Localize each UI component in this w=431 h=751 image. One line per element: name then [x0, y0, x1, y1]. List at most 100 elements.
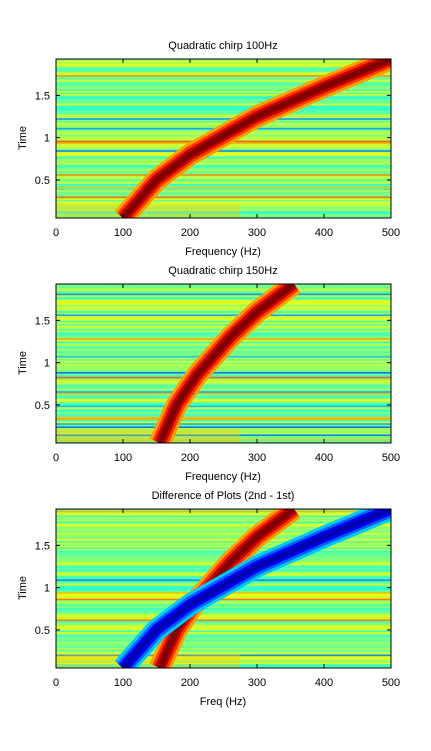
heatmap-row	[56, 179, 391, 181]
heatmap-row	[56, 81, 391, 84]
heatmap-row	[56, 646, 391, 649]
heatmap-row	[56, 195, 391, 197]
x-tick-label: 400	[315, 452, 333, 464]
y-axis-label: Time	[17, 576, 29, 600]
heatmap-row	[56, 95, 391, 98]
heatmap-row	[56, 325, 391, 328]
heatmap-row	[56, 389, 391, 392]
heatmap-row	[56, 399, 391, 402]
heatmap-row	[56, 182, 391, 185]
heatmap-row	[56, 285, 391, 288]
heatmap-row	[56, 288, 391, 291]
heatmap-row	[56, 166, 391, 169]
heatmap-row	[56, 431, 391, 434]
heatmap-row	[56, 75, 391, 77]
chart-panel-1: Quadratic chirp 100Hz 0 100 200 300 400 500 0…	[17, 40, 400, 258]
y-tick-label: 1	[44, 133, 50, 145]
x-axis: 0 100 200 300 400 500	[53, 509, 400, 689]
x-tick-label: 200	[181, 677, 199, 689]
heatmap-row	[56, 89, 391, 92]
heatmap-row	[56, 605, 391, 607]
heatmap-row	[56, 171, 391, 173]
heatmap-row	[56, 542, 391, 545]
x-tick-label: 500	[382, 227, 400, 239]
x-tick-label: 300	[248, 227, 266, 239]
heatmap-row	[56, 619, 391, 622]
chart-panel-2: Quadratic chirp 150Hz 0 100 200 300 400 500 0…	[17, 265, 400, 483]
heatmap-row	[56, 320, 391, 323]
heatmap-row	[56, 600, 391, 603]
y-tick-label: 1	[44, 583, 50, 595]
heatmap-row	[56, 534, 391, 537]
plot-frame	[55, 283, 392, 444]
heatmap-row	[56, 412, 391, 414]
heatmap-row	[56, 661, 391, 663]
heatmap-row	[56, 287, 391, 290]
heatmap-row	[56, 322, 391, 325]
x-tick-label: 400	[315, 227, 333, 239]
heatmap-row	[56, 118, 391, 121]
x-tick-label: 500	[382, 677, 400, 689]
heatmap-row	[56, 397, 391, 400]
x-axis-label: Frequency (Hz)	[185, 471, 261, 483]
heatmap-row	[56, 621, 391, 623]
y-tick-label: 1	[44, 358, 50, 370]
heatmap-row	[56, 70, 391, 73]
heatmap-row	[56, 110, 391, 113]
heatmap-row	[56, 624, 391, 627]
heatmap-row	[56, 648, 391, 651]
y-tick-label: 1.5	[35, 315, 50, 327]
heatmap-row	[56, 84, 391, 87]
heatmap-row	[56, 103, 391, 106]
x-tick-label: 100	[114, 227, 132, 239]
x-tick-label: 100	[114, 452, 132, 464]
heatmap-row	[56, 63, 391, 66]
heatmap-row	[56, 529, 391, 532]
heatmap-row	[56, 402, 391, 405]
heatmap-row	[56, 613, 391, 615]
heatmap-row	[56, 523, 391, 526]
heatmap-row	[56, 153, 391, 156]
heatmap-row	[56, 300, 391, 302]
heatmap-row	[56, 625, 391, 628]
heatmap-row	[56, 303, 391, 306]
heatmap-row	[56, 544, 391, 547]
chart-panel-3: Difference of Plots (2nd - 1st) 0 100 200 3…	[17, 490, 400, 708]
heatmap-row	[56, 161, 391, 164]
plot-frame	[55, 58, 392, 219]
x-axis: 0 100 200 300 400 500	[53, 59, 400, 239]
heatmap-row	[56, 609, 391, 612]
heatmap-row	[56, 94, 391, 97]
heatmap-row	[56, 635, 391, 638]
heatmap-row	[56, 304, 391, 307]
heatmap-row	[56, 629, 391, 631]
heatmap-row	[56, 384, 391, 387]
heatmap-low-band	[56, 429, 241, 443]
heatmap-row	[56, 155, 391, 157]
y-tick-label: 0.5	[35, 175, 50, 187]
heatmap-row	[56, 394, 391, 397]
x-tick-label: 300	[248, 452, 266, 464]
heatmap-row	[56, 622, 391, 625]
heatmap-row	[56, 100, 391, 103]
heatmap-row	[56, 526, 391, 529]
heatmap-row	[56, 664, 391, 667]
heatmap-row	[56, 175, 391, 178]
heatmap-row	[56, 429, 391, 432]
heatmap-row	[56, 550, 391, 553]
heatmap-row	[56, 424, 391, 427]
heatmap-row	[56, 536, 391, 539]
heatmap-row	[56, 83, 391, 85]
heatmap-row	[56, 649, 391, 652]
heatmap-row	[56, 616, 391, 619]
heatmap-row	[56, 73, 391, 76]
heatmap-row	[56, 392, 391, 395]
chart-title: Difference of Plots (2nd - 1st)	[152, 490, 295, 502]
heatmap-row	[56, 400, 391, 403]
heatmap-row	[56, 549, 391, 551]
x-tick-label: 300	[248, 677, 266, 689]
heatmap-row	[56, 537, 391, 540]
heatmap-row	[56, 185, 391, 188]
heatmap-row	[56, 416, 391, 419]
heatmap-row	[56, 420, 391, 422]
